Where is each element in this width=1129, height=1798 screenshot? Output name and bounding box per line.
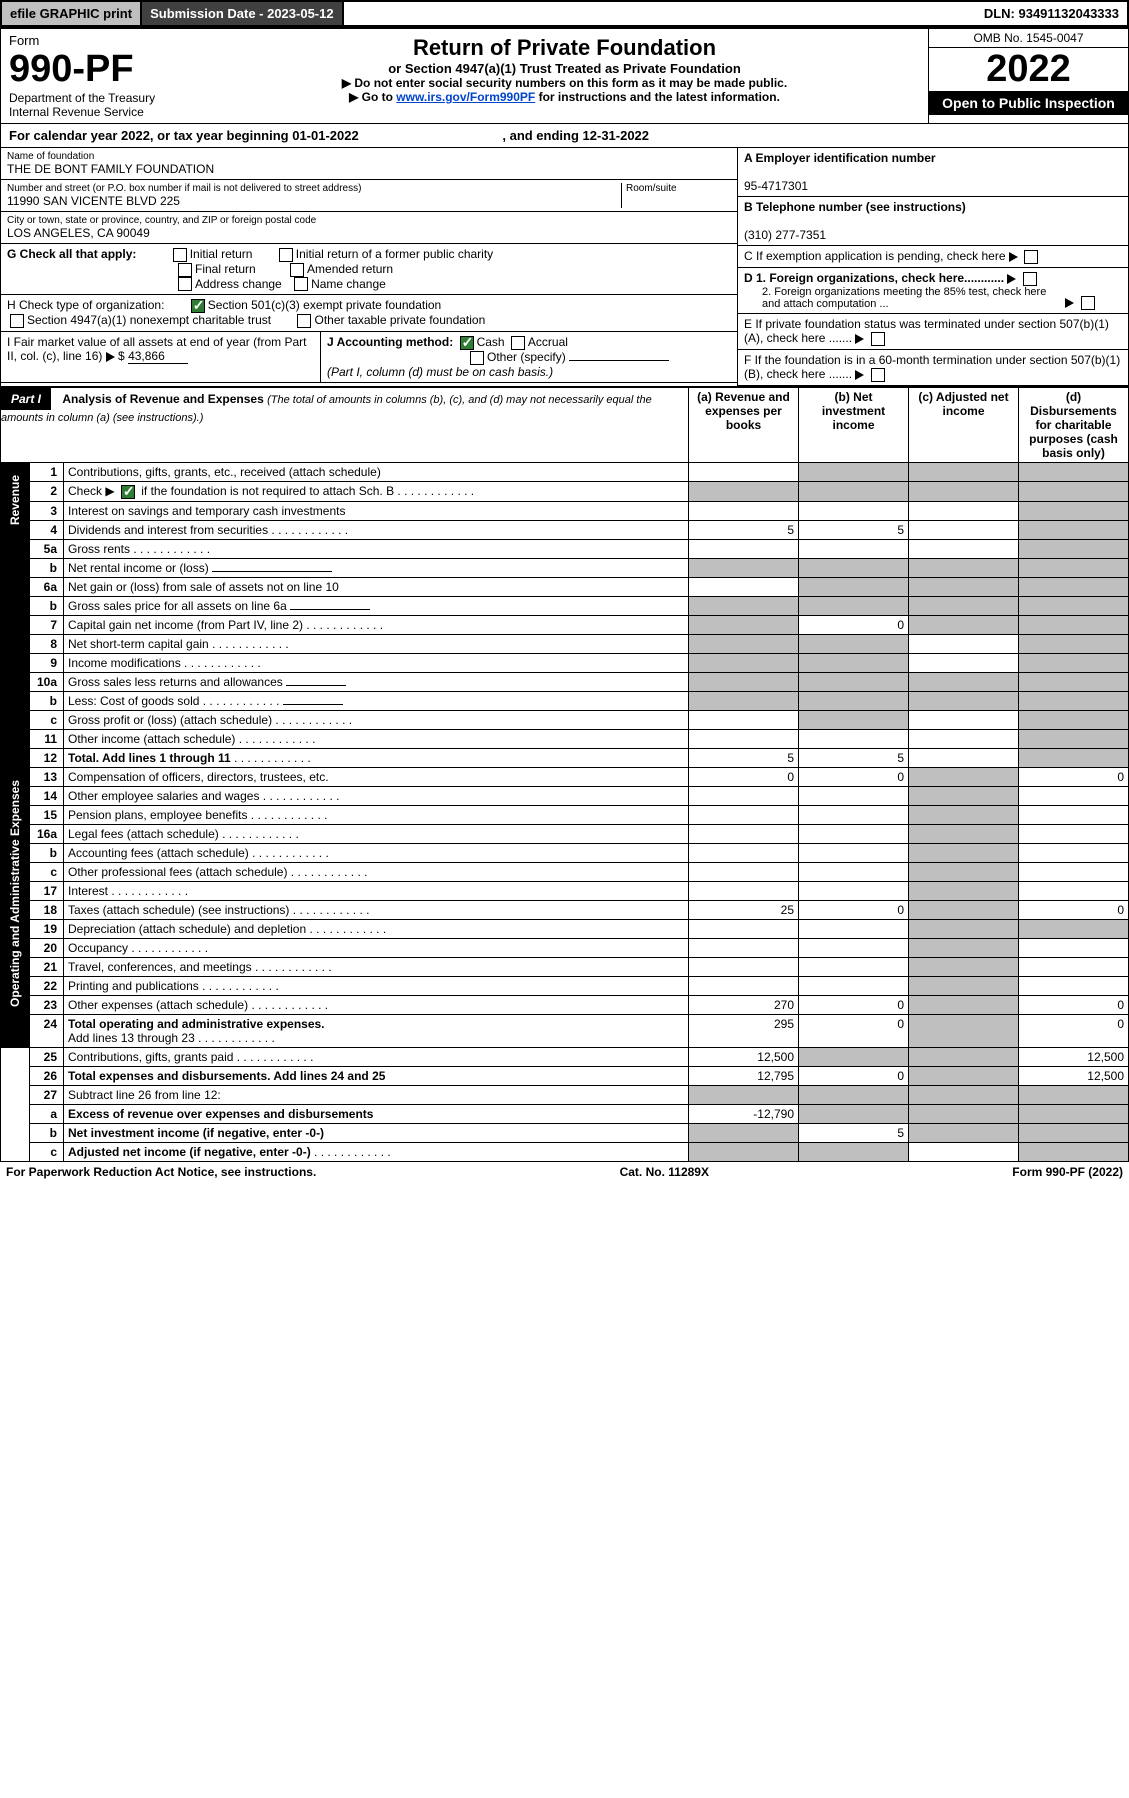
cat-no: Cat. No. 11289X [620, 1165, 709, 1179]
irs: Internal Revenue Service [9, 105, 193, 119]
col-d-header: (d) Disbursements for charitable purpose… [1019, 388, 1129, 463]
arrow-icon [106, 352, 115, 362]
expenses-side-label: Operating and Administrative Expenses [1, 767, 30, 1047]
title-block: Return of Private Foundation or Section … [201, 29, 928, 123]
open-public: Open to Public Inspection [929, 91, 1128, 115]
form-number: 990-PF [9, 48, 193, 91]
foundation-name-cell: Name of foundation THE DE BONT FAMILY FO… [1, 148, 737, 180]
f-section: F If the foundation is in a 60-month ter… [738, 350, 1128, 386]
col-b-header: (b) Net investment income [799, 388, 909, 463]
initial-return-checkbox[interactable] [173, 248, 187, 262]
initial-former-checkbox[interactable] [279, 248, 293, 262]
form-word: Form [9, 33, 193, 48]
cash-checkbox[interactable] [460, 336, 474, 350]
instruction-2: ▶ Go to www.irs.gov/Form990PF for instru… [209, 90, 920, 104]
g-section: G Check all that apply: Initial return I… [1, 244, 737, 295]
j-section: J Accounting method: Cash Accrual Other … [321, 332, 737, 382]
instruction-1: ▶ Do not enter social security numbers o… [209, 76, 920, 90]
i-section: I Fair market value of all assets at end… [1, 332, 321, 382]
e-checkbox[interactable] [871, 332, 885, 346]
efile-print-button[interactable]: efile GRAPHIC print [2, 2, 142, 25]
sch-b-checkbox[interactable] [121, 485, 135, 499]
d2-checkbox[interactable] [1081, 296, 1095, 310]
omb-number: OMB No. 1545-0047 [929, 29, 1128, 48]
d-section: D 1. Foreign organizations, check here..… [738, 268, 1128, 315]
fmv-value: 43,866 [128, 349, 188, 364]
ein-cell: A Employer identification number 95-4717… [738, 148, 1128, 197]
col-a-header: (a) Revenue and expenses per books [689, 388, 799, 463]
other-method-checkbox[interactable] [470, 351, 484, 365]
form-block: Form 990-PF Department of the Treasury I… [1, 29, 201, 123]
dln: DLN: 93491132043333 [976, 2, 1127, 25]
address-change-checkbox[interactable] [178, 277, 192, 291]
h-section: H Check type of organization: Section 50… [1, 295, 737, 332]
sec4947-checkbox[interactable] [10, 314, 24, 328]
accrual-checkbox[interactable] [511, 336, 525, 350]
sec501-checkbox[interactable] [191, 299, 205, 313]
form-ref: Form 990-PF (2022) [1012, 1165, 1123, 1179]
telephone: (310) 277-7351 [744, 228, 826, 242]
calendar-year: For calendar year 2022, or tax year begi… [1, 124, 1128, 148]
d1-checkbox[interactable] [1023, 272, 1037, 286]
paperwork-notice: For Paperwork Reduction Act Notice, see … [6, 1165, 316, 1179]
amended-return-checkbox[interactable] [290, 263, 304, 277]
other-taxable-checkbox[interactable] [297, 314, 311, 328]
final-return-checkbox[interactable] [178, 263, 192, 277]
city-cell: City or town, state or province, country… [1, 212, 737, 244]
e-section: E If private foundation status was termi… [738, 314, 1128, 350]
tax-year: 2022 [929, 48, 1128, 91]
c-checkbox[interactable] [1024, 250, 1038, 264]
f-checkbox[interactable] [871, 368, 885, 382]
name-change-checkbox[interactable] [294, 277, 308, 291]
foundation-name: THE DE BONT FAMILY FOUNDATION [7, 162, 731, 176]
form-subtitle: or Section 4947(a)(1) Trust Treated as P… [209, 61, 920, 76]
footer: For Paperwork Reduction Act Notice, see … [0, 1162, 1129, 1182]
col-c-header: (c) Adjusted net income [909, 388, 1019, 463]
part1-label: Part I [1, 388, 51, 410]
address-cell: Number and street (or P.O. box number if… [1, 180, 737, 212]
revenue-side-label: Revenue [1, 463, 30, 768]
dept-treasury: Department of the Treasury [9, 91, 193, 105]
telephone-cell: B Telephone number (see instructions) (3… [738, 197, 1128, 246]
ein: 95-4717301 [744, 179, 808, 193]
part1-table: Part I Analysis of Revenue and Expenses … [0, 387, 1129, 1162]
top-bar: efile GRAPHIC print Submission Date - 20… [0, 0, 1129, 27]
submission-date: Submission Date - 2023-05-12 [142, 2, 344, 25]
city-state-zip: LOS ANGELES, CA 90049 [7, 226, 731, 240]
year-block: OMB No. 1545-0047 2022 Open to Public In… [928, 29, 1128, 123]
irs-link[interactable]: www.irs.gov/Form990PF [396, 90, 535, 104]
c-section: C If exemption application is pending, c… [738, 246, 1128, 268]
street-address: 11990 SAN VICENTE BLVD 225 [7, 194, 621, 208]
form-title: Return of Private Foundation [209, 35, 920, 61]
